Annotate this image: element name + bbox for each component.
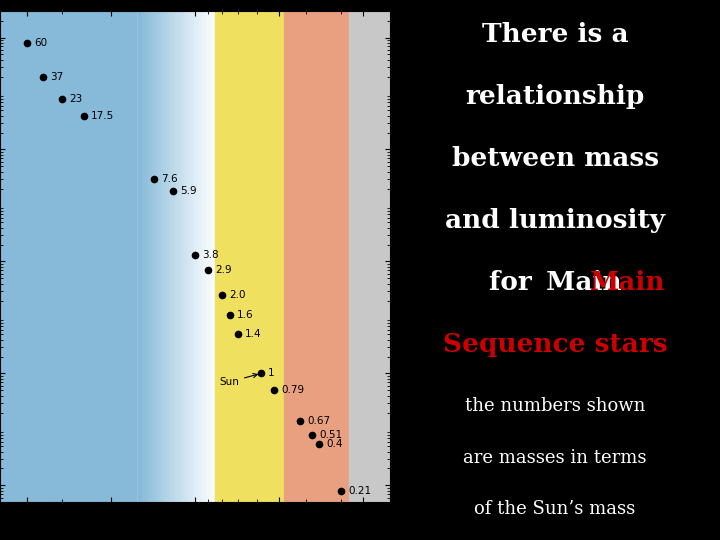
Text: 0.51: 0.51 xyxy=(320,430,343,440)
Bar xyxy=(163,11,166,502)
Bar xyxy=(158,11,161,502)
Text: Sequence stars: Sequence stars xyxy=(443,332,667,357)
Bar xyxy=(207,11,210,502)
Bar xyxy=(148,11,151,502)
Text: of the Sun’s mass: of the Sun’s mass xyxy=(474,500,636,518)
Bar xyxy=(186,11,189,502)
Bar xyxy=(0,11,138,502)
Bar xyxy=(192,11,194,502)
Bar xyxy=(143,11,146,502)
Text: There is a: There is a xyxy=(482,22,629,46)
Text: 1.6: 1.6 xyxy=(237,310,253,320)
Bar xyxy=(212,11,215,502)
Bar xyxy=(151,11,153,502)
Bar xyxy=(168,11,171,502)
Text: the numbers shown: the numbers shown xyxy=(465,397,645,415)
Bar xyxy=(181,11,184,502)
Bar xyxy=(184,11,186,502)
Text: 1: 1 xyxy=(268,368,275,379)
Bar xyxy=(171,11,174,502)
Text: 5.9: 5.9 xyxy=(180,186,197,196)
Text: 0.67: 0.67 xyxy=(307,416,330,426)
Text: 1.4: 1.4 xyxy=(246,329,262,339)
Bar xyxy=(204,11,207,502)
Bar xyxy=(197,11,199,502)
Bar xyxy=(179,11,181,502)
Bar xyxy=(215,11,284,502)
Bar xyxy=(138,11,215,502)
Text: 17.5: 17.5 xyxy=(91,111,114,121)
Text: 2.0: 2.0 xyxy=(229,290,246,300)
Bar xyxy=(174,11,176,502)
Text: relationship: relationship xyxy=(466,84,644,109)
Bar xyxy=(156,11,158,502)
Text: 3.8: 3.8 xyxy=(202,250,219,260)
Text: 0.79: 0.79 xyxy=(282,385,305,395)
Bar xyxy=(176,11,179,502)
Bar xyxy=(284,11,349,502)
Bar xyxy=(194,11,197,502)
Bar xyxy=(146,11,148,502)
Text: between mass: between mass xyxy=(451,146,659,171)
Text: Main: Main xyxy=(590,270,665,295)
Text: 37: 37 xyxy=(50,72,63,82)
Text: Sun: Sun xyxy=(219,374,257,387)
Bar xyxy=(202,11,204,502)
Text: 0.21: 0.21 xyxy=(348,486,371,496)
Bar xyxy=(138,11,140,502)
Text: 23: 23 xyxy=(69,94,82,104)
Text: 0.4: 0.4 xyxy=(326,439,343,449)
Bar xyxy=(210,11,212,502)
Bar xyxy=(349,11,390,502)
Bar xyxy=(199,11,202,502)
Bar xyxy=(140,11,143,502)
Text: 2.9: 2.9 xyxy=(215,265,231,275)
Text: are masses in terms: are masses in terms xyxy=(464,449,647,467)
X-axis label: ← Surface temperature (K): ← Surface temperature (K) xyxy=(121,521,269,531)
Text: 60: 60 xyxy=(34,38,47,48)
Bar xyxy=(189,11,192,502)
Text: for  Main: for Main xyxy=(489,270,621,295)
Text: and luminosity: and luminosity xyxy=(445,208,665,233)
Bar xyxy=(153,11,156,502)
Text: 7.6: 7.6 xyxy=(161,174,178,184)
Bar xyxy=(166,11,168,502)
Bar xyxy=(161,11,163,502)
